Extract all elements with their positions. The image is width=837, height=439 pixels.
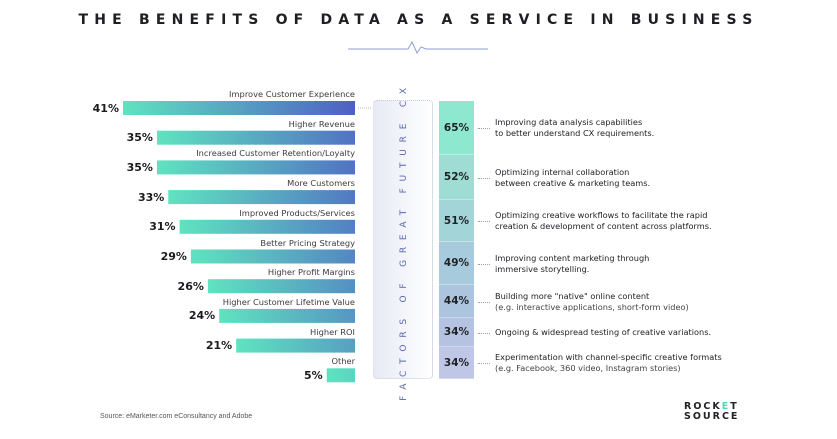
factor-description: Experimentation with channel-specific cr…: [495, 352, 722, 374]
factor-description: Ongoing & widespread testing of creative…: [495, 327, 711, 338]
source-note: Source: eMarketer.com eConsultancy and A…: [100, 413, 253, 420]
bar-category-label: Better Pricing Strategy: [260, 237, 355, 248]
factor-value: 51%: [439, 200, 474, 242]
factor-subtext: immersive storytelling.: [495, 263, 590, 274]
bar-category-label: Higher Customer Lifetime Value: [222, 296, 355, 307]
rocketsource-logo: ROCKET SOURCE: [684, 402, 739, 422]
bar-value-label: 41%: [92, 101, 119, 115]
bar-value-label: 33%: [137, 190, 165, 204]
bar-value-label: 31%: [149, 220, 176, 234]
connector-line: [478, 177, 490, 179]
bar-5: [179, 219, 355, 234]
factor-text: Building more "native" online content: [495, 290, 650, 301]
bar-category-label: More Customers: [287, 178, 355, 189]
factor-description: Improving data analysis capabilities to b…: [495, 117, 654, 139]
bar-value-label: 5%: [304, 368, 323, 382]
factor-text: Improving content marketing through: [495, 252, 650, 263]
logo-text: T: [730, 401, 739, 412]
logo-text: SOURCE: [684, 411, 740, 422]
pulse-divider-icon: [348, 40, 488, 54]
factor-text: Experimentation with channel-specific cr…: [495, 352, 722, 362]
factor-description: Improving content marketing through immer…: [495, 253, 649, 275]
bar-category-label: Increased Customer Retention/Loyalty: [196, 148, 355, 159]
factor-value: 49%: [439, 242, 474, 285]
factor-text: Ongoing & widespread testing of creative…: [495, 327, 712, 337]
logo-accent: E: [721, 401, 731, 412]
bar-3: [156, 160, 355, 175]
bar-1: [123, 101, 355, 115]
factor-text: Optimizing internal collaboration: [495, 166, 630, 177]
factor-value: 44%: [439, 285, 474, 318]
bar-category-label: Higher Profit Margins: [267, 267, 355, 278]
factor-description: Building more "native" online content (e.…: [495, 291, 689, 313]
bar-4: [168, 190, 355, 205]
factor-value: 34%: [439, 318, 474, 347]
bar-value-label: 35%: [126, 160, 153, 174]
bar-7: [207, 279, 355, 294]
bar-category-label: Higher ROI: [310, 326, 355, 337]
logo-text: ROCK: [684, 401, 722, 412]
factor-description: Optimizing internal collaboration between…: [495, 167, 650, 189]
connector-line: [478, 363, 490, 364]
bar-9: [236, 338, 355, 353]
bar-2: [156, 130, 355, 145]
bar-value-label: 29%: [160, 250, 187, 263]
bar-category-label: Higher Revenue: [288, 118, 355, 129]
bar-6: [190, 249, 355, 264]
connector-line: [478, 263, 490, 265]
connector-line: [478, 128, 490, 129]
factor-subtext: creation & development of content across…: [495, 221, 712, 231]
factor-subtext: (e.g. Facebook, 360 video, Instagram sto…: [495, 363, 681, 373]
factor-text: Improving data analysis capabilities: [495, 117, 643, 127]
bar-value-label: 35%: [126, 131, 153, 145]
factor-value: 52%: [439, 155, 474, 200]
bar-value-label: 26%: [177, 279, 204, 293]
page-title: THE BENEFITS OF DATA AS A SERVICE IN BUS…: [78, 12, 759, 28]
factor-value: 34%: [439, 347, 474, 379]
connector-line: [478, 221, 490, 222]
factor-text: Optimizing creative workflows to facilit…: [495, 210, 708, 220]
bar-10: [326, 368, 355, 383]
connector-line: [478, 332, 490, 334]
bar-category-label: Improve Customer Experience: [229, 89, 355, 99]
bar-value-label: 24%: [188, 309, 216, 323]
bar-8: [219, 308, 355, 323]
bar-category-label: Other: [331, 356, 355, 367]
factor-value: 65%: [439, 101, 474, 155]
factor-description: Optimizing creative workflows to facilit…: [495, 210, 712, 232]
factor-subtext: (e.g. interactive applications, short-fo…: [495, 301, 689, 312]
factor-subtext: between creative & marketing teams.: [495, 177, 651, 188]
bar-value-label: 21%: [205, 339, 233, 353]
bar-category-label: Improved Products/Services: [239, 207, 355, 218]
factor-subtext: to better understand CX requirements.: [495, 128, 655, 138]
connector-line: [478, 301, 490, 303]
factors-panel: FACTORS OF GREAT FUTURE CX: [373, 81, 433, 401]
factors-panel-title: FACTORS OF GREAT FUTURE CX: [399, 81, 409, 401]
